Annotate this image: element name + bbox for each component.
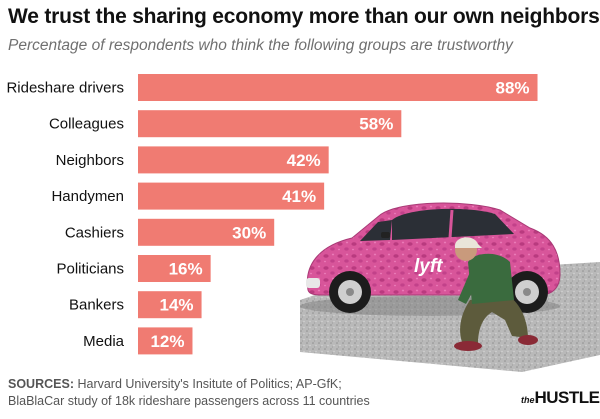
car-window <box>392 208 514 240</box>
hustle-logo: theHUSTLE <box>521 388 600 408</box>
car-wheel-rear <box>506 271 548 313</box>
car-bumper <box>306 278 320 288</box>
chart-title: We trust the sharing economy more than o… <box>8 5 600 28</box>
value-label: 12% <box>150 332 184 351</box>
value-label: 58% <box>359 115 393 134</box>
value-label: 30% <box>232 223 266 242</box>
bar <box>138 327 193 355</box>
sources-note: SOURCES: Harvard University's Insitute o… <box>8 376 370 410</box>
chart-subtitle: Percentage of respondents who think the … <box>8 37 513 54</box>
value-label: 14% <box>160 296 194 315</box>
value-label: 42% <box>287 151 321 170</box>
bar <box>138 110 402 138</box>
category-label: Neighbors <box>56 152 124 169</box>
sources-line-2: BlaBlaCar study of 18k rideshare passeng… <box>8 394 370 408</box>
value-label: 88% <box>495 79 529 98</box>
man-cap <box>455 237 482 248</box>
car-mirror <box>381 232 390 238</box>
man-torso <box>468 253 514 304</box>
man-arm <box>458 272 478 304</box>
car-badge-lyft: lyft <box>414 256 443 277</box>
man-shoe-left <box>454 341 482 351</box>
value-label: 41% <box>282 187 316 206</box>
category-label: Colleagues <box>49 116 124 133</box>
bar <box>138 218 275 246</box>
value-label: 16% <box>169 260 203 279</box>
car-wheel-front <box>329 271 371 313</box>
man-shoe-right <box>518 335 538 345</box>
category-label: Bankers <box>69 297 124 314</box>
category-label: Rideshare drivers <box>6 80 124 97</box>
man-legs <box>460 294 528 344</box>
logo-prefix: the <box>521 395 535 405</box>
bar <box>138 182 325 210</box>
bar <box>138 146 329 174</box>
bars-layer: Rideshare drivers 88% Colleagues 58% Neighbo… <box>6 74 538 355</box>
category-label: Cashiers <box>65 224 124 241</box>
category-label: Handymen <box>51 188 124 205</box>
car-illustration: lyft <box>300 202 600 372</box>
category-label: Politicians <box>56 261 124 278</box>
bar <box>138 74 538 101</box>
bar <box>138 291 202 319</box>
sources-line-1: Harvard University's Insitute of Politic… <box>77 377 342 391</box>
bar <box>138 255 211 282</box>
man-illustration <box>454 237 538 351</box>
sources-label: SOURCES: <box>8 377 74 391</box>
logo-name: HUSTLE <box>534 388 600 407</box>
category-label: Media <box>83 333 125 350</box>
